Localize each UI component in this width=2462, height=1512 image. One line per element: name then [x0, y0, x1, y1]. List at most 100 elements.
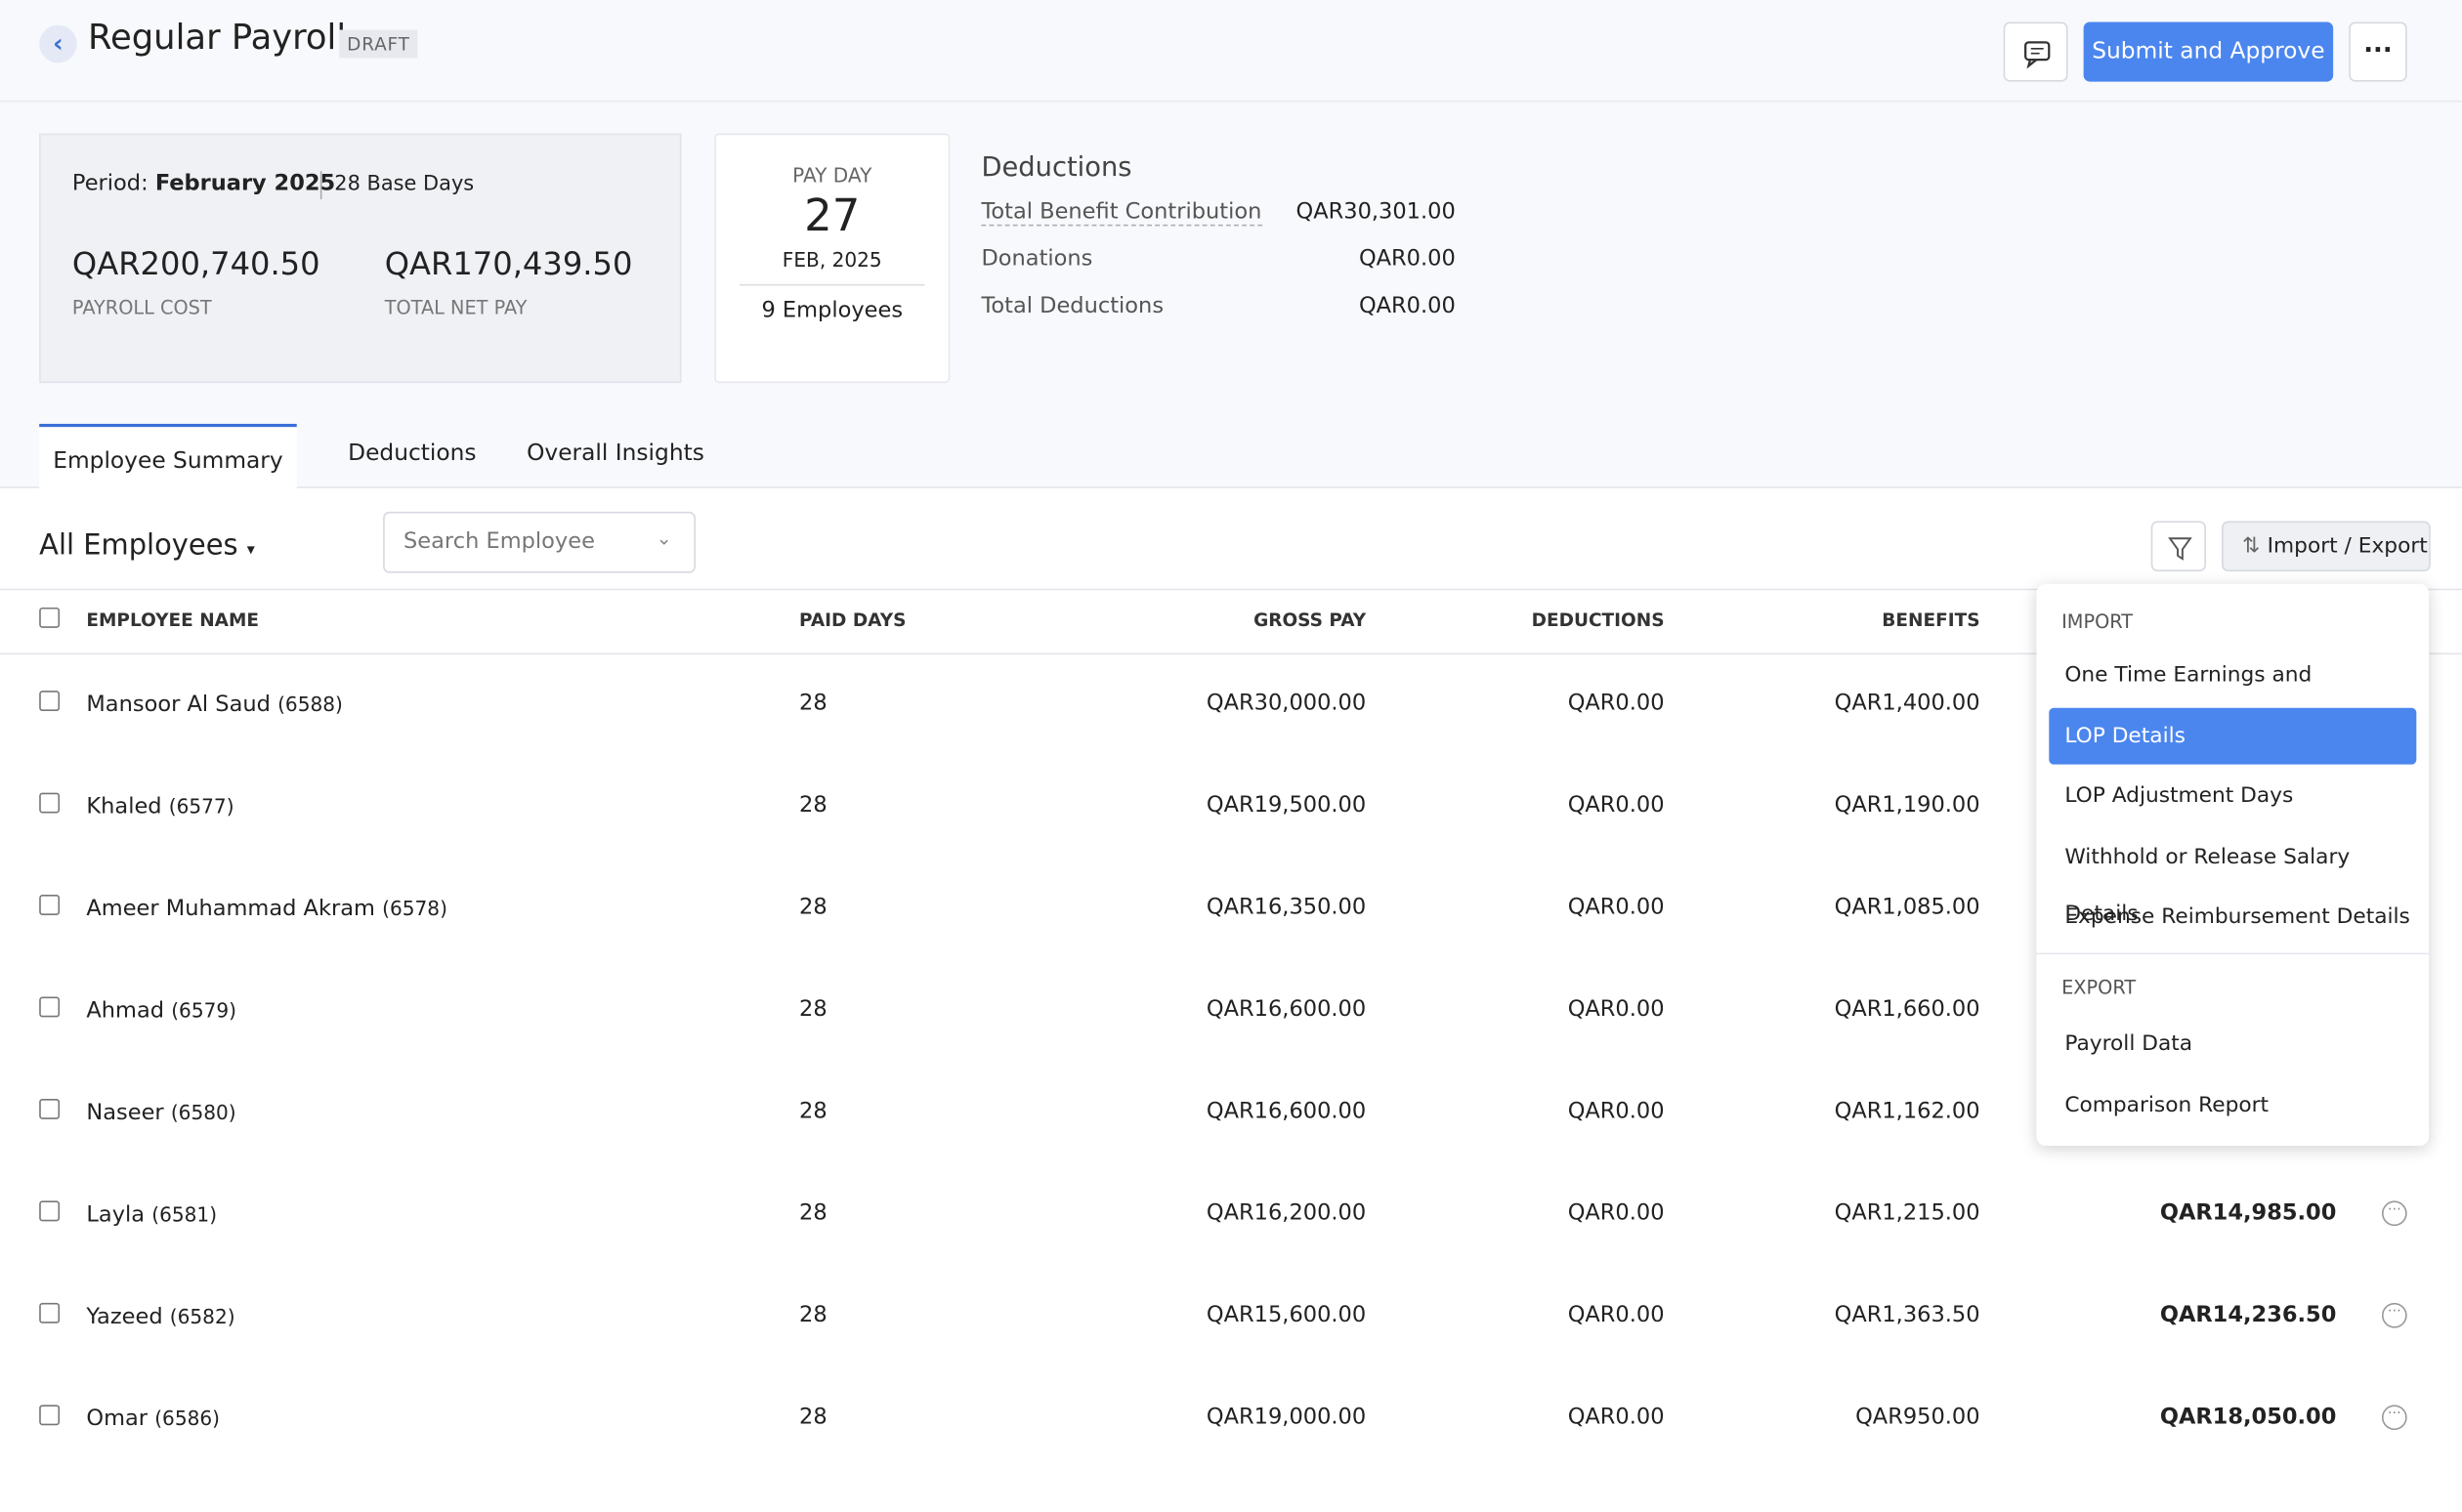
comment-button[interactable] [2003, 21, 2068, 82]
deductions: QAR0.00 [1567, 895, 1665, 920]
row-checkbox[interactable] [39, 1200, 61, 1222]
menu-item[interactable]: One Time Earnings and Deductions [2064, 662, 2313, 744]
header: ‹ Regular Payroll DRAFT Submit and Appro… [0, 0, 2462, 103]
deductions-title: Deductions [981, 151, 1132, 185]
menu-item[interactable]: Expense Reimbursement Details [2064, 904, 2410, 931]
page-title: Regular Payroll [87, 19, 347, 59]
more-button[interactable]: ··· [2349, 21, 2407, 82]
select-all[interactable] [39, 607, 61, 628]
row-actions[interactable]: ··· [2381, 1200, 2407, 1227]
employee-cell: Ameer Muhammad Akram (6578) [86, 857, 447, 960]
menu-heading: EXPORT [2061, 976, 2137, 999]
deductions: QAR0.00 [1567, 1200, 1665, 1227]
row-checkbox[interactable] [39, 1405, 61, 1426]
row-actions[interactable]: ··· [2381, 1405, 2407, 1431]
deductions: QAR0.00 [1567, 1302, 1665, 1328]
employee-cell: Omar (6586) [86, 1367, 220, 1471]
row-checkbox[interactable] [39, 1302, 61, 1323]
menu-item[interactable]: Comparison Report [2064, 1091, 2270, 1117]
base-days: 28 Base Days [319, 171, 474, 200]
benefits: QAR1,215.00 [1834, 1200, 1980, 1227]
table-row: Omar (6586) 28 QAR19,000.00 QAR0.00 QAR950.0… [0, 1367, 2462, 1469]
filter-icon [2168, 537, 2192, 561]
employee-name[interactable]: Omar [86, 1406, 149, 1432]
benefits: QAR1,660.00 [1834, 996, 1980, 1023]
employee-name[interactable]: Ahmad [86, 998, 165, 1024]
row-checkbox[interactable] [39, 691, 61, 712]
employee-name[interactable]: Khaled [86, 794, 162, 819]
payroll-cost: QAR200,740.50 [71, 244, 320, 283]
gross-pay: QAR19,000.00 [1206, 1405, 1367, 1431]
payday-month: FEB, 2025 [782, 247, 882, 273]
gross-pay: QAR19,500.00 [1206, 792, 1367, 819]
benefits: QAR1,085.00 [1834, 895, 1980, 920]
row-checkbox[interactable] [39, 1098, 61, 1119]
menu-item[interactable]: Withhold or Release Salary Details [2064, 844, 2351, 926]
period-label: Period: [71, 171, 149, 196]
payday-day: 27 [804, 189, 861, 242]
benefits: QAR950.00 [1855, 1405, 1980, 1431]
deductions: QAR0.00 [1567, 691, 1665, 716]
column-header: GROSS PAY [1253, 609, 1367, 632]
gross-pay: QAR16,600.00 [1206, 1098, 1367, 1124]
import-export-button[interactable]: ⇅ Import / Export [2222, 521, 2431, 571]
employee-name[interactable]: Layla [86, 1202, 146, 1228]
benefits: QAR1,400.00 [1834, 691, 1980, 716]
table-row: Mansoor Al Saud (6588) 28 QAR30,000.00 QAR0… [0, 653, 2462, 755]
back-button[interactable]: ‹ [39, 24, 77, 63]
table-row: Ahmad (6579) 28 QAR16,600.00 QAR0.00 QAR1,66… [0, 959, 2462, 1061]
net-pay: QAR14,236.50 [2159, 1302, 2337, 1328]
payday-label: PAY DAY [792, 163, 872, 188]
net-pay: QAR18,050.00 [2159, 1405, 2337, 1431]
summary-section: Period: February 2025 28 Base Days QAR20… [0, 102, 2462, 492]
paid-days: 28 [799, 1405, 828, 1431]
paid-days: 28 [799, 1200, 828, 1227]
employee-id: (6580) [170, 1100, 236, 1124]
gross-pay: QAR16,600.00 [1206, 996, 1367, 1023]
tab[interactable]: Overall Insights [527, 441, 704, 467]
net-pay-label: TOTAL NET PAY [384, 296, 528, 319]
menu-divider [2036, 952, 2430, 955]
employee-id: (6579) [171, 998, 237, 1023]
row-checkbox[interactable] [39, 996, 61, 1018]
net-pay: QAR170,439.50 [384, 244, 633, 283]
employee-id: (6588) [277, 692, 343, 716]
submit-button[interactable]: Submit and Approve [2083, 21, 2334, 82]
deduction-value: QAR0.00 [1358, 246, 1456, 273]
employee-cell: Mansoor Al Saud (6588) [86, 653, 343, 757]
paid-days: 28 [799, 792, 828, 819]
employee-cell: Ahmad (6579) [86, 959, 236, 1063]
payday-card: PAY DAY 27 FEB, 2025 9 Employees [714, 133, 951, 384]
menu-item[interactable]: Payroll Data [2064, 1030, 2193, 1057]
employee-name[interactable]: Yazeed [86, 1304, 163, 1330]
row-actions[interactable]: ··· [2381, 1302, 2407, 1328]
benefits: QAR1,190.00 [1834, 792, 1980, 819]
employee-filter[interactable]: All Employees ▾ [39, 528, 255, 563]
employee-name[interactable]: Ameer Muhammad Akram [86, 896, 375, 922]
net-pay: QAR14,985.00 [2159, 1200, 2337, 1227]
tab[interactable]: Employee Summary [39, 423, 297, 492]
payroll-card: Period: February 2025 28 Base Days QAR20… [39, 133, 682, 384]
employee-id: (6581) [151, 1202, 218, 1227]
gross-pay: QAR16,350.00 [1206, 895, 1367, 920]
deduction-value: QAR30,301.00 [1295, 199, 1456, 225]
row-checkbox[interactable] [39, 895, 61, 915]
tab[interactable]: Deductions [348, 441, 477, 467]
row-checkbox[interactable] [39, 792, 61, 814]
period: February 2025 [154, 171, 336, 196]
search-placeholder: Search Employee [403, 528, 595, 555]
import-export-label: Import / Export [2267, 533, 2428, 560]
menu-item[interactable]: LOP Adjustment Days [2064, 783, 2294, 809]
employee-name[interactable]: Naseer [86, 1100, 164, 1126]
deduction-value: QAR0.00 [1358, 293, 1456, 319]
menu-item[interactable]: LOP Details [2049, 707, 2417, 765]
employee-name[interactable]: Mansoor Al Saud [86, 692, 271, 718]
search-box[interactable]: Search Employee ⌄ [383, 511, 696, 573]
table-row: Yazeed (6582) 28 QAR15,600.00 QAR0.00 QAR1,3… [0, 1265, 2462, 1366]
paid-days: 28 [799, 1098, 828, 1124]
gross-pay: QAR30,000.00 [1206, 691, 1367, 716]
filter-button[interactable] [2150, 521, 2206, 571]
table-row: Khaled (6577) 28 QAR19,500.00 QAR0.00 QAR1,1… [0, 755, 2462, 857]
